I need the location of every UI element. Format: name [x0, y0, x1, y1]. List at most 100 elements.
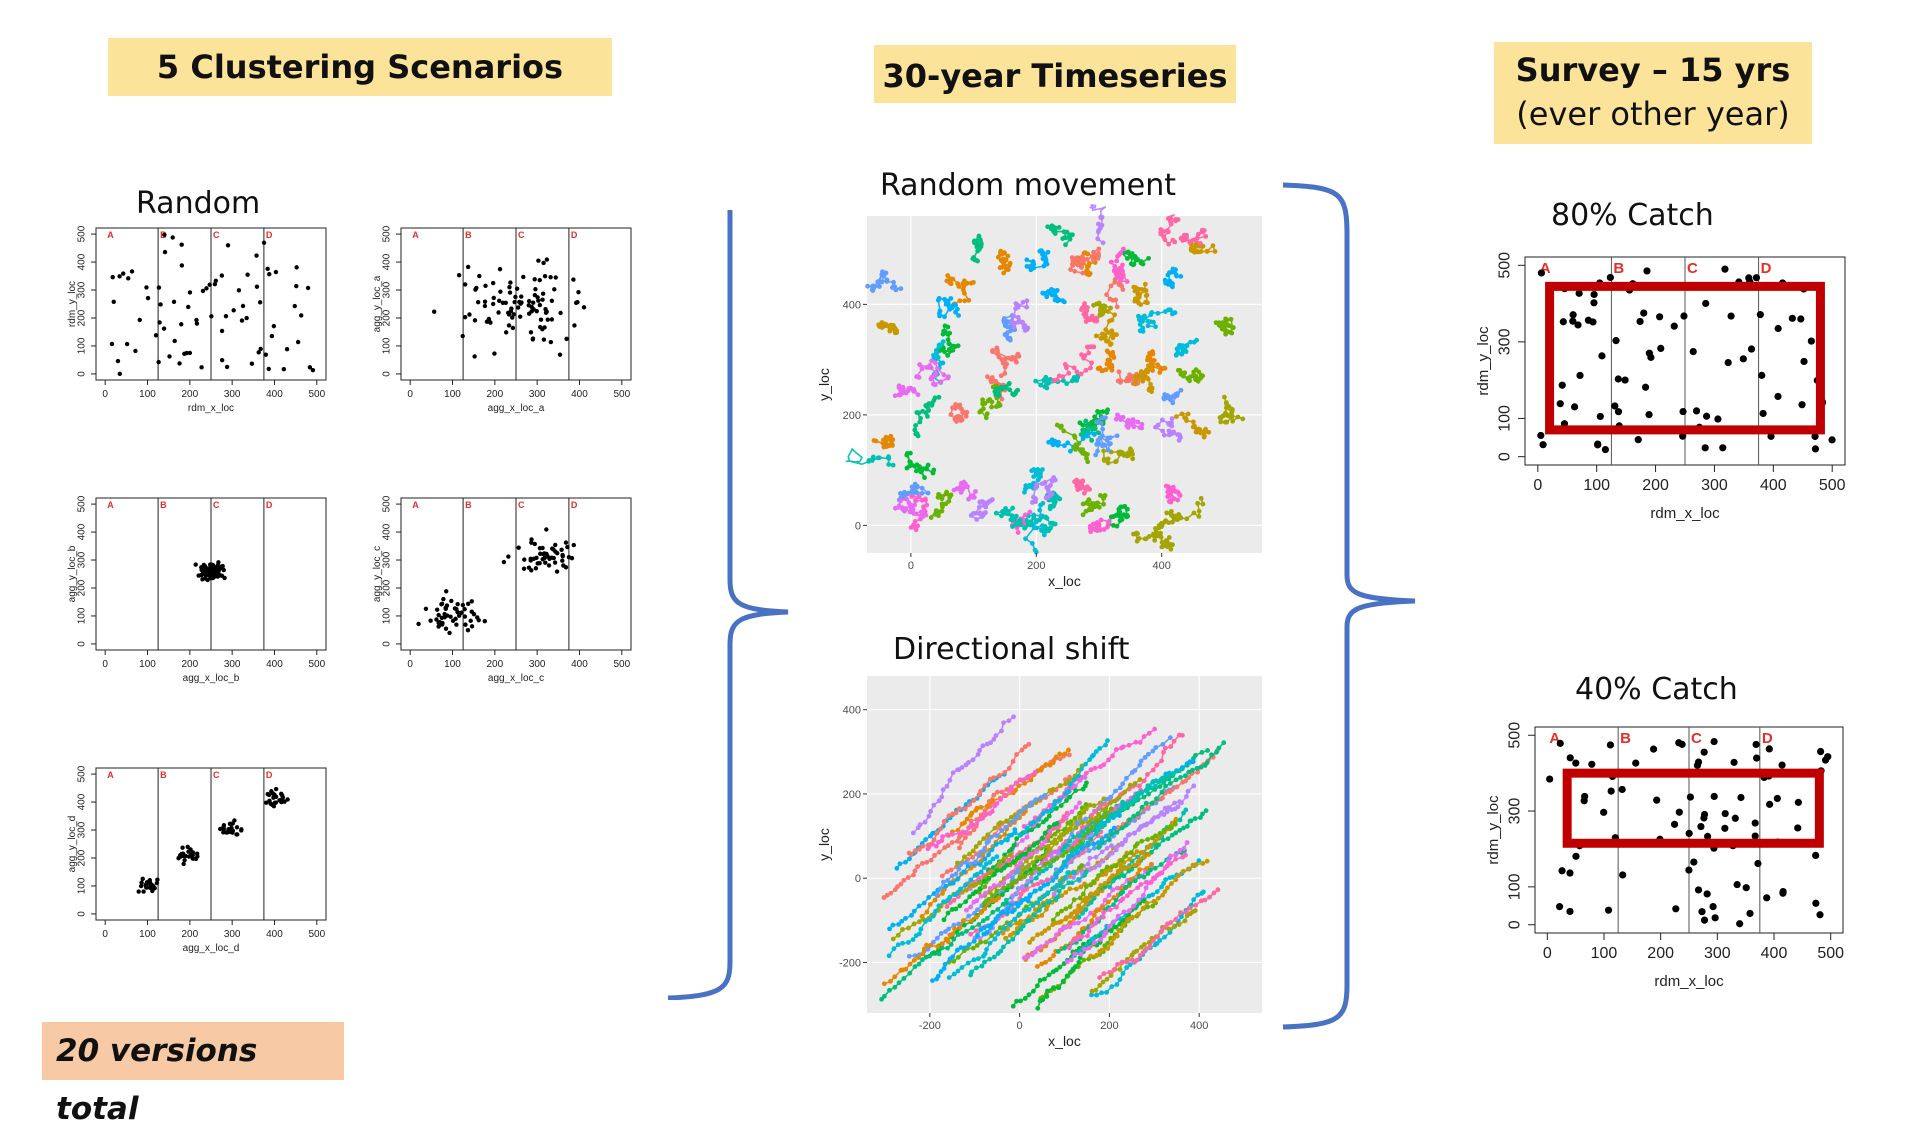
track-point	[924, 859, 930, 865]
track-point	[1038, 885, 1043, 891]
track-point	[1204, 249, 1210, 254]
track-point	[1135, 811, 1141, 817]
track-point	[1117, 785, 1123, 791]
track-point	[939, 504, 945, 510]
data-point	[121, 271, 126, 276]
track-point	[1103, 833, 1109, 839]
track-point	[989, 847, 995, 853]
data-point	[1704, 832, 1712, 840]
track-point	[1026, 898, 1031, 904]
track-point	[1173, 414, 1179, 419]
y-tick-label: 500	[382, 495, 393, 512]
track-point	[1044, 808, 1050, 814]
track-point	[938, 886, 943, 892]
track-point	[1077, 447, 1083, 453]
data-point	[126, 276, 131, 281]
y-tick-label: 0	[1506, 920, 1523, 929]
track-point	[999, 828, 1005, 834]
track-point	[969, 918, 974, 924]
track-point	[1083, 884, 1089, 890]
track-point	[1098, 883, 1104, 888]
track-point	[1114, 268, 1120, 274]
track-point	[1049, 478, 1055, 484]
data-point	[1752, 754, 1761, 762]
track-point	[921, 946, 927, 952]
track-point	[920, 957, 925, 963]
track-point	[1038, 766, 1044, 772]
track-point	[1010, 1003, 1016, 1009]
track-point	[955, 954, 961, 960]
data-point	[534, 555, 539, 561]
track-point	[1120, 971, 1126, 976]
track-point	[1044, 994, 1050, 999]
track-point	[1019, 747, 1025, 753]
track-point	[1201, 889, 1206, 895]
track-point	[1171, 924, 1177, 930]
track-point	[1151, 898, 1157, 904]
data-point	[506, 554, 511, 559]
track-point	[1014, 920, 1020, 926]
track-point	[906, 500, 912, 506]
track-point	[959, 965, 965, 970]
track-point	[956, 806, 962, 811]
track-point	[1081, 809, 1087, 815]
track-point	[1186, 769, 1192, 775]
track-point	[1012, 907, 1017, 913]
track-point	[1073, 825, 1079, 831]
track-point	[964, 816, 970, 822]
track-point	[1113, 897, 1119, 903]
track-point	[1163, 538, 1169, 544]
data-point	[1612, 337, 1620, 345]
track-point	[1119, 857, 1124, 863]
track-point	[1004, 787, 1010, 792]
track-point	[1172, 800, 1178, 806]
track-point	[1056, 985, 1062, 991]
track-point	[1071, 870, 1076, 876]
track-point	[909, 912, 914, 918]
data-point	[1816, 911, 1824, 919]
track-point	[999, 396, 1005, 402]
track-point	[1126, 908, 1132, 914]
track-point	[1229, 415, 1235, 420]
data-point	[1756, 311, 1764, 319]
track-point	[947, 777, 953, 783]
track-point	[1118, 451, 1124, 457]
data-point	[497, 266, 503, 272]
track-point	[1055, 828, 1061, 834]
track-point	[1060, 236, 1066, 241]
track-point	[1043, 260, 1048, 266]
data-point	[532, 541, 537, 547]
track-point	[1039, 842, 1045, 848]
track-point	[1126, 453, 1132, 458]
track-point	[980, 743, 986, 749]
track-point	[1223, 331, 1229, 337]
data-point	[1686, 793, 1694, 801]
track-point	[1062, 443, 1067, 449]
track-point	[1088, 882, 1094, 888]
track-point	[1013, 787, 1018, 793]
track-point	[992, 936, 998, 942]
track-point	[931, 837, 937, 843]
track-point	[984, 803, 990, 809]
track-point	[1149, 800, 1155, 806]
track-point	[1006, 766, 1012, 771]
track-point	[865, 283, 871, 289]
track-point	[1184, 823, 1190, 829]
track-point	[1114, 829, 1120, 835]
track-point	[1006, 857, 1012, 863]
data-point	[161, 326, 167, 331]
track-point	[1150, 779, 1156, 784]
track-point	[945, 273, 951, 278]
track-point	[1105, 940, 1111, 946]
track-point	[948, 867, 954, 873]
track-point	[939, 838, 945, 844]
track-point	[1168, 490, 1174, 496]
y-tick-label: 400	[77, 523, 88, 540]
data-point	[490, 301, 496, 307]
track-point	[1032, 495, 1037, 501]
track-point	[1178, 387, 1184, 393]
track-point	[1030, 860, 1036, 865]
track-point	[1032, 770, 1038, 775]
data-point	[558, 310, 563, 316]
track-point	[1114, 458, 1119, 464]
